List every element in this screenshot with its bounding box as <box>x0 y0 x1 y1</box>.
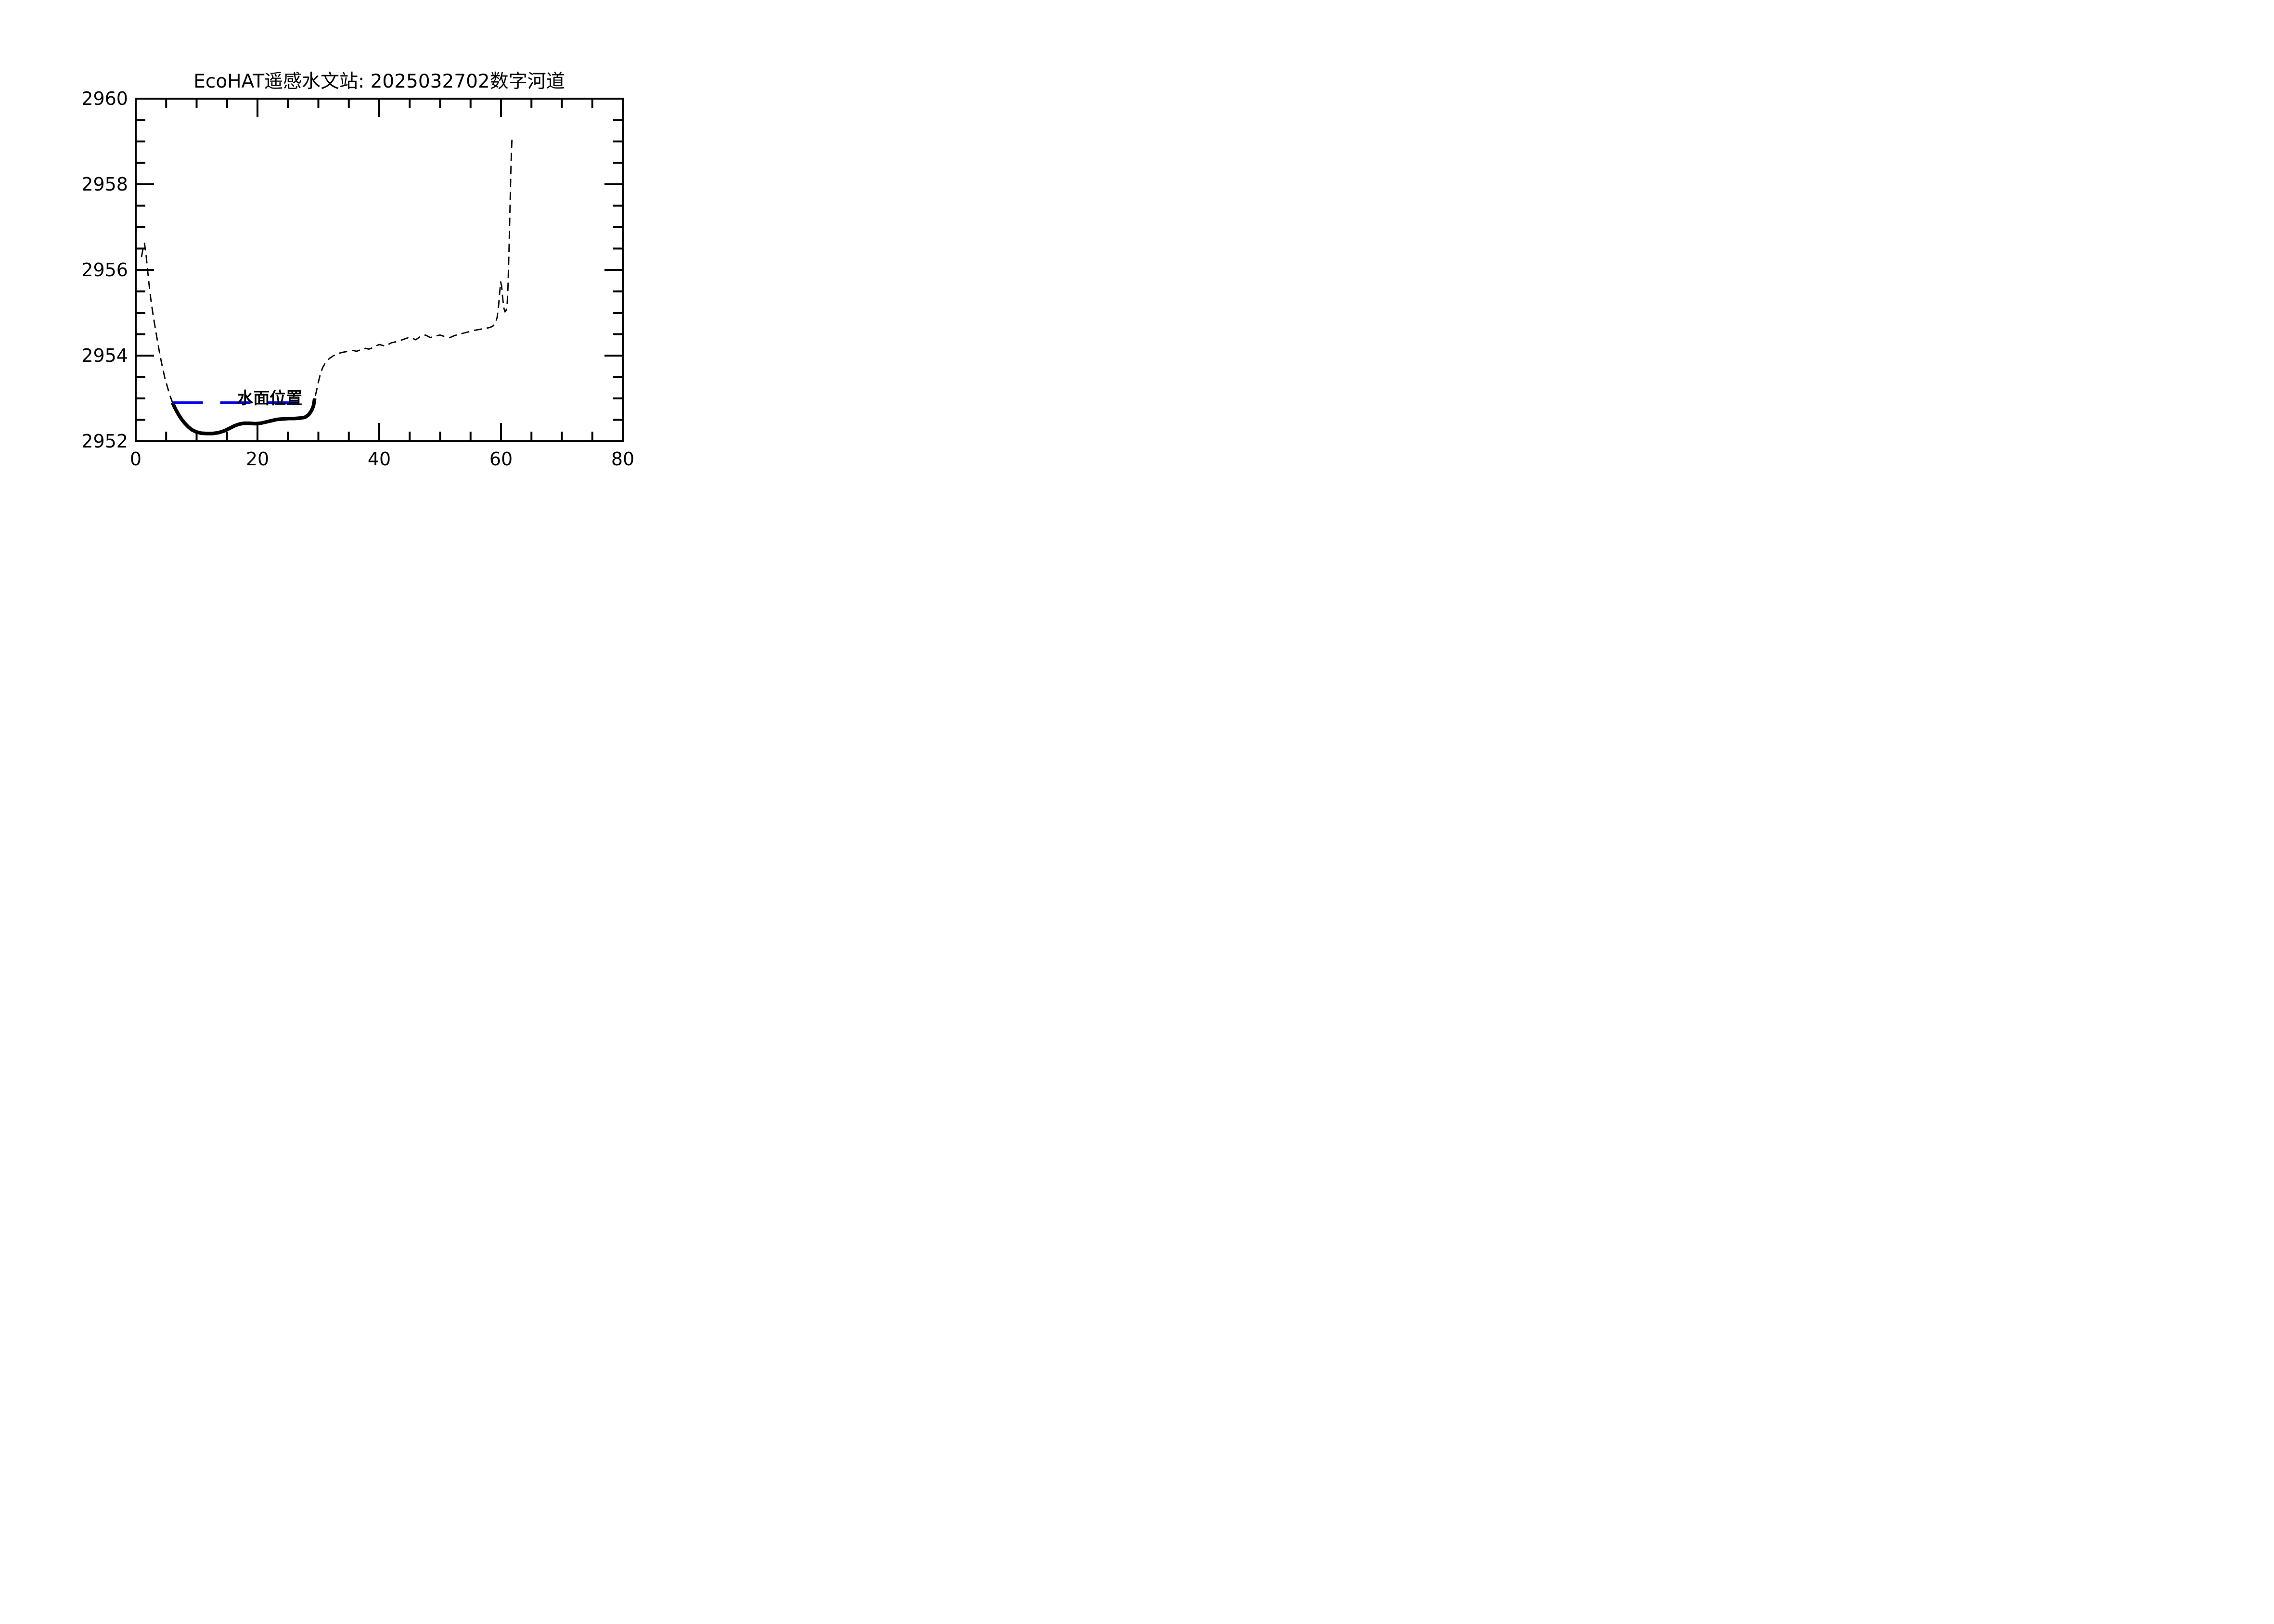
series-group <box>141 139 513 435</box>
profile-dashed-line <box>141 139 513 435</box>
y-tick-label: 2954 <box>81 345 128 366</box>
y-tick-label: 2952 <box>81 431 128 452</box>
riverbed-solid-line <box>171 398 317 435</box>
figure-canvas: 0 20 40 60 80 2952 2954 2956 2958 2960 EcoHAT遥感水文… <box>0 0 758 541</box>
water-surface-label: 水面位置 <box>237 389 302 408</box>
tick-labels-group: 0 20 40 60 80 2952 2954 2956 2958 2960 <box>81 88 634 470</box>
y-tick-label: 2956 <box>81 259 128 281</box>
river-cross-section-chart: 0 20 40 60 80 2952 2954 2956 2958 2960 EcoHAT遥感水文… <box>81 71 634 470</box>
ticks-group <box>135 98 624 442</box>
y-tick-label: 2958 <box>81 174 128 195</box>
x-tick-label: 80 <box>611 448 634 470</box>
chart-title: EcoHAT遥感水文站: 2025032702数字河道 <box>193 71 565 92</box>
x-tick-label: 20 <box>246 448 269 470</box>
y-tick-label: 2960 <box>81 88 128 109</box>
x-tick-label: 60 <box>489 448 513 470</box>
plot-area-frame <box>135 98 624 442</box>
x-tick-label: 40 <box>368 448 391 470</box>
x-tick-label: 0 <box>130 448 141 470</box>
